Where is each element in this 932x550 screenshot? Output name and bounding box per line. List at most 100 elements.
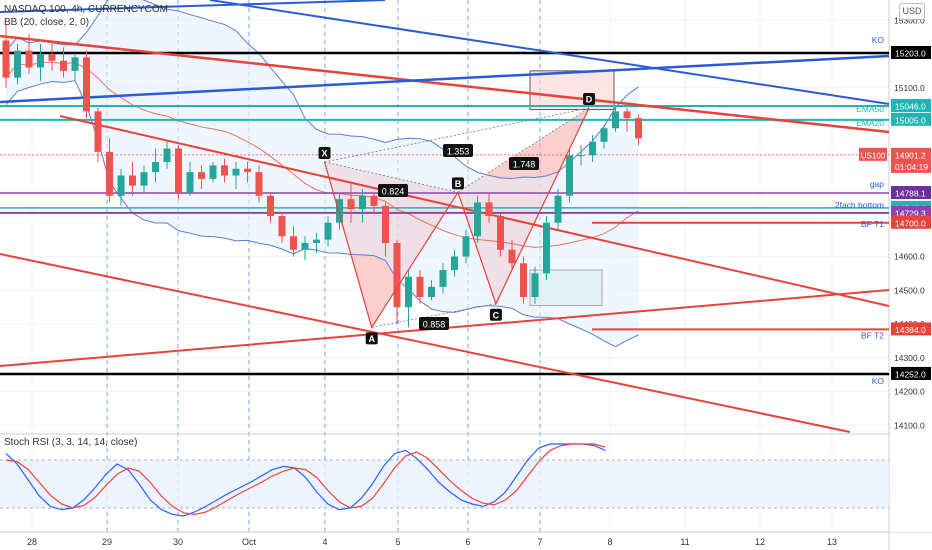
candle-body (94, 111, 102, 152)
candle-body (60, 60, 67, 71)
level-price-value: 15203.0 (895, 48, 926, 58)
level-price-value: 14788.1 (895, 189, 926, 199)
ratio-label: 1.353 (447, 147, 470, 157)
level-price-badge (891, 186, 931, 200)
pattern-point-label: X (322, 149, 328, 159)
currency-button[interactable]: USD (899, 3, 925, 20)
stoch-rsi-pane: 0.0025.0050.0075.00100.00 (0, 439, 920, 529)
level-price-badge (891, 205, 931, 219)
candle-body (451, 256, 458, 270)
candle-body (497, 216, 504, 250)
level-annotation: EMA20 (856, 118, 884, 128)
stoch-indicator-label: Stoch RSI (3, 3, 14, 14, close) (4, 437, 138, 448)
time-tick-label: 12 (755, 537, 765, 547)
ratio-badge (378, 184, 408, 197)
candle-body (416, 276, 424, 297)
level-price-badge (891, 98, 931, 112)
level-annotation: KO (872, 35, 885, 45)
candle-body (347, 199, 355, 210)
stoch-d-line (5, 443, 606, 516)
candle-body (244, 168, 251, 173)
level-price-badge (891, 112, 931, 126)
candle-body (301, 243, 309, 250)
candle-body (543, 222, 550, 274)
level-annotation: KO (872, 376, 885, 386)
pattern-point-marker (318, 147, 331, 159)
pattern-point-label: B (455, 179, 462, 189)
time-axis: 28 29 30 Oct 4 5 6 7 8 11 12 13 (27, 537, 837, 547)
price-axis-bg (890, 0, 932, 532)
candle-body (370, 195, 378, 206)
candle-body (2, 40, 10, 78)
candle-body (623, 111, 631, 119)
candle-body (290, 236, 297, 250)
ratio-label: 1.748 (513, 160, 536, 170)
bb-upper (5, 0, 639, 180)
level-price-badge (891, 322, 931, 336)
pattern-ratio-line (371, 303, 496, 328)
time-tick-label: 30 (173, 537, 183, 547)
level-price-badge (891, 366, 931, 380)
pattern-point-label: C (493, 310, 500, 320)
candle-body (589, 141, 596, 156)
harmonic-pattern: X A B C D 0.824 0.858 1.353 1.748 KO EMA50 EMA20 gap… (318, 35, 885, 386)
candle-body (37, 54, 44, 68)
stoch-k-line (5, 443, 606, 517)
candle-body (186, 172, 194, 193)
ratio-label: 0.824 (382, 187, 405, 197)
pattern-point-marker (583, 93, 596, 105)
candle-body (83, 57, 90, 112)
candle-body (255, 172, 263, 196)
symbol-badge-label: US100 (861, 151, 886, 160)
level-annotation: EMA50 (856, 104, 884, 114)
candle-body (474, 202, 481, 237)
level-annotation: gap (870, 179, 884, 189)
level-annotation: 2fach bottom (835, 200, 884, 210)
candle-body (129, 175, 136, 186)
trend-line-red (0, 34, 890, 134)
pattern-point-label: D (586, 95, 593, 105)
level-price-value: 15005.0 (895, 115, 926, 125)
ratio-badge (443, 144, 473, 157)
pattern-ratio-line (324, 107, 590, 163)
level-price-value: 14384.0 (895, 325, 926, 335)
pattern-point-label: A (368, 334, 375, 344)
candle-body (566, 155, 573, 196)
ratio-badge (419, 317, 449, 330)
price-tick-label: 14200.0 (894, 387, 925, 397)
candle-body (232, 168, 240, 176)
trend-line-red (0, 253, 851, 433)
time-tick-label: 4 (322, 537, 327, 547)
candle-body (324, 222, 332, 240)
candle-body (313, 239, 320, 243)
candle-body (106, 151, 113, 196)
candle-body (600, 128, 608, 142)
time-tick-label: 7 (537, 537, 542, 547)
level-annotation: BF T1 (861, 219, 884, 229)
candles (2, 23, 642, 328)
candle-body (577, 155, 585, 157)
time-tick-label: 8 (607, 537, 612, 547)
candle-body (405, 276, 412, 308)
level-price-badge (891, 45, 931, 59)
level-price-badge (891, 215, 931, 229)
candle-body (531, 273, 539, 297)
candle-body (25, 50, 33, 68)
stoch-band-fill (0, 460, 889, 508)
trend-lines (0, 0, 890, 433)
candle-body (336, 199, 343, 223)
time-tick-label: 6 (465, 537, 470, 547)
candle-body (163, 148, 171, 162)
current-price-badge (891, 147, 931, 173)
pattern-ratio-line (324, 161, 459, 193)
candle-body (439, 270, 447, 287)
candle-body (71, 57, 79, 71)
time-tick-label: 29 (102, 537, 112, 547)
price-tick-label: 14300.0 (894, 353, 925, 363)
candle-body (198, 172, 205, 179)
symbol-badge (859, 147, 887, 161)
candle-body (140, 172, 148, 186)
price-tick-label: 15300.0 (894, 15, 925, 25)
time-tick-label: 5 (395, 537, 400, 547)
